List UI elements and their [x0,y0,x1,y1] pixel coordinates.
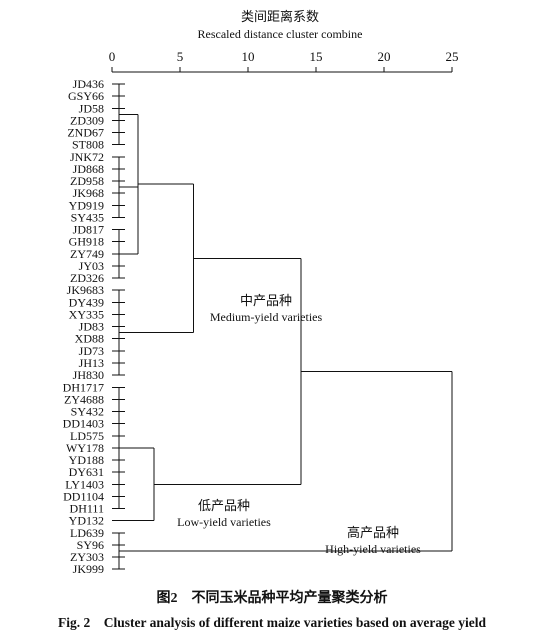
leaf-label: ZND67 [67,126,104,140]
leaf-label: JH13 [79,356,104,370]
leaf-label: ZD309 [70,113,104,127]
figure-caption-en: Fig. 2 Cluster analysis of different mai… [58,615,487,630]
leaf-label: JY03 [79,259,104,273]
leaf-label: DH1717 [63,380,104,394]
axis-title-cn: 类间距离系数 [241,9,319,24]
leaf-label: SY96 [77,538,104,552]
leaf-label: JD817 [73,223,104,237]
x-tick-label: 15 [310,49,323,64]
leaf-label: LD639 [70,526,104,540]
leaf-label: ST808 [72,138,104,152]
cluster-label-high-cn: 高产品种 [347,525,399,540]
leaf-label: ZY749 [70,247,104,261]
leaf-label: DY631 [69,465,104,479]
dendrogram-links [112,83,453,570]
leaf-label: SY435 [71,210,104,224]
leaf-label: LY1403 [65,477,104,491]
leaf-label: LD575 [70,429,104,443]
leaf-label: DD1104 [63,489,104,503]
leaf-label: SY432 [71,405,104,419]
cluster-label-high-en: High-yield varieties [325,542,421,556]
x-tick-label: 0 [109,49,116,64]
leaf-label: JD83 [79,320,104,334]
leaf-label: ZD326 [70,271,104,285]
cluster-label-medium-cn: 中产品种 [240,293,292,308]
leaf-label: DH111 [70,502,104,516]
leaf-label: GSY66 [68,89,104,103]
leaf-label: XY335 [69,307,104,321]
leaf-label: YD919 [69,198,104,212]
leaf-label: JK9683 [67,283,104,297]
x-tick-label: 10 [242,49,255,64]
cluster-label-medium-en: Medium-yield varieties [210,310,323,324]
leaf-label: XD88 [75,332,104,346]
leaf-label: JD73 [79,344,104,358]
leaf-label: DY439 [69,295,104,309]
leaf-label: JNK72 [70,150,104,164]
leaf-label: JD868 [73,162,104,176]
leaf-labels: JD436GSY66JD58ZD309ZND67ST808JNK72JD868Z… [63,77,104,576]
x-tick-label: 20 [378,49,391,64]
cluster-label-low-cn: 低产品种 [198,498,250,513]
cluster-label-low-en: Low-yield varieties [177,515,271,529]
leaf-label: JK999 [73,562,104,576]
x-axis-ticks: 0 5 10 15 20 25 [109,49,459,72]
leaf-label: WY178 [66,441,104,455]
axis-title-en: Rescaled distance cluster combine [198,27,363,41]
leaf-label: JK968 [73,186,104,200]
leaf-label: ZD958 [70,174,104,188]
figure-caption-cn: 图2 不同玉米品种平均产量聚类分析 [157,589,388,606]
leaf-label: ZY303 [70,550,104,564]
leaf-label: DD1403 [63,417,104,431]
leaf-label: JD436 [73,77,104,91]
leaf-label: JH830 [73,368,104,382]
x-tick-label: 5 [177,49,184,64]
leaf-label: JD58 [79,101,104,115]
leaf-label: GH918 [69,235,104,249]
leaf-label: YD132 [69,514,104,528]
leaf-label: YD188 [69,453,104,467]
leaf-label: ZY4688 [64,392,104,406]
x-tick-label: 25 [446,49,459,64]
